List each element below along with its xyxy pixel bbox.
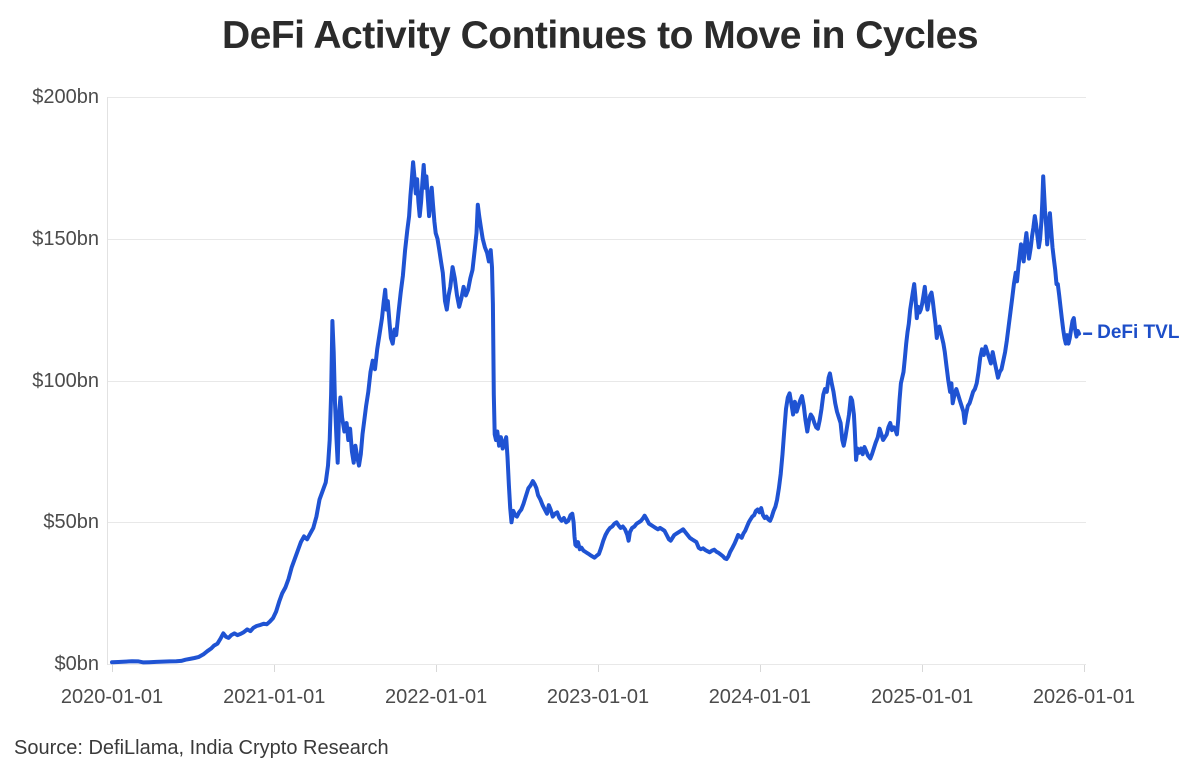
y-axis-tick-label: $150bn (32, 227, 99, 250)
series-label-defi-tvl: DeFi TVL (1097, 321, 1180, 343)
y-axis-tick-label: $50bn (43, 511, 99, 534)
x-axis-tick-label: 2025-01-01 (870, 686, 974, 708)
chart-title: DeFi Activity Continues to Move in Cycle… (221, 14, 979, 57)
y-axis-tick-label: $100bn (32, 369, 99, 392)
x-axis-tick-label: 2021-01-01 (223, 686, 326, 708)
x-axis-tick-label: 2022-01-01 (384, 686, 488, 708)
y-axis-tick-label: $200bn (32, 86, 99, 108)
source-attribution: Source: DefiLlama, India Crypto Research (14, 737, 389, 759)
x-axis-tick-label: 2026-01-01 (1032, 686, 1136, 708)
x-axis-tick-label: 2020-01-01 (60, 686, 164, 708)
defi-tvl-line (110, 160, 1082, 665)
x-axis-tick-label: 2023-01-01 (546, 686, 650, 708)
x-axis-tick-label: 2024-01-01 (708, 686, 811, 708)
y-axis-tick-label: $0bn (54, 653, 100, 675)
